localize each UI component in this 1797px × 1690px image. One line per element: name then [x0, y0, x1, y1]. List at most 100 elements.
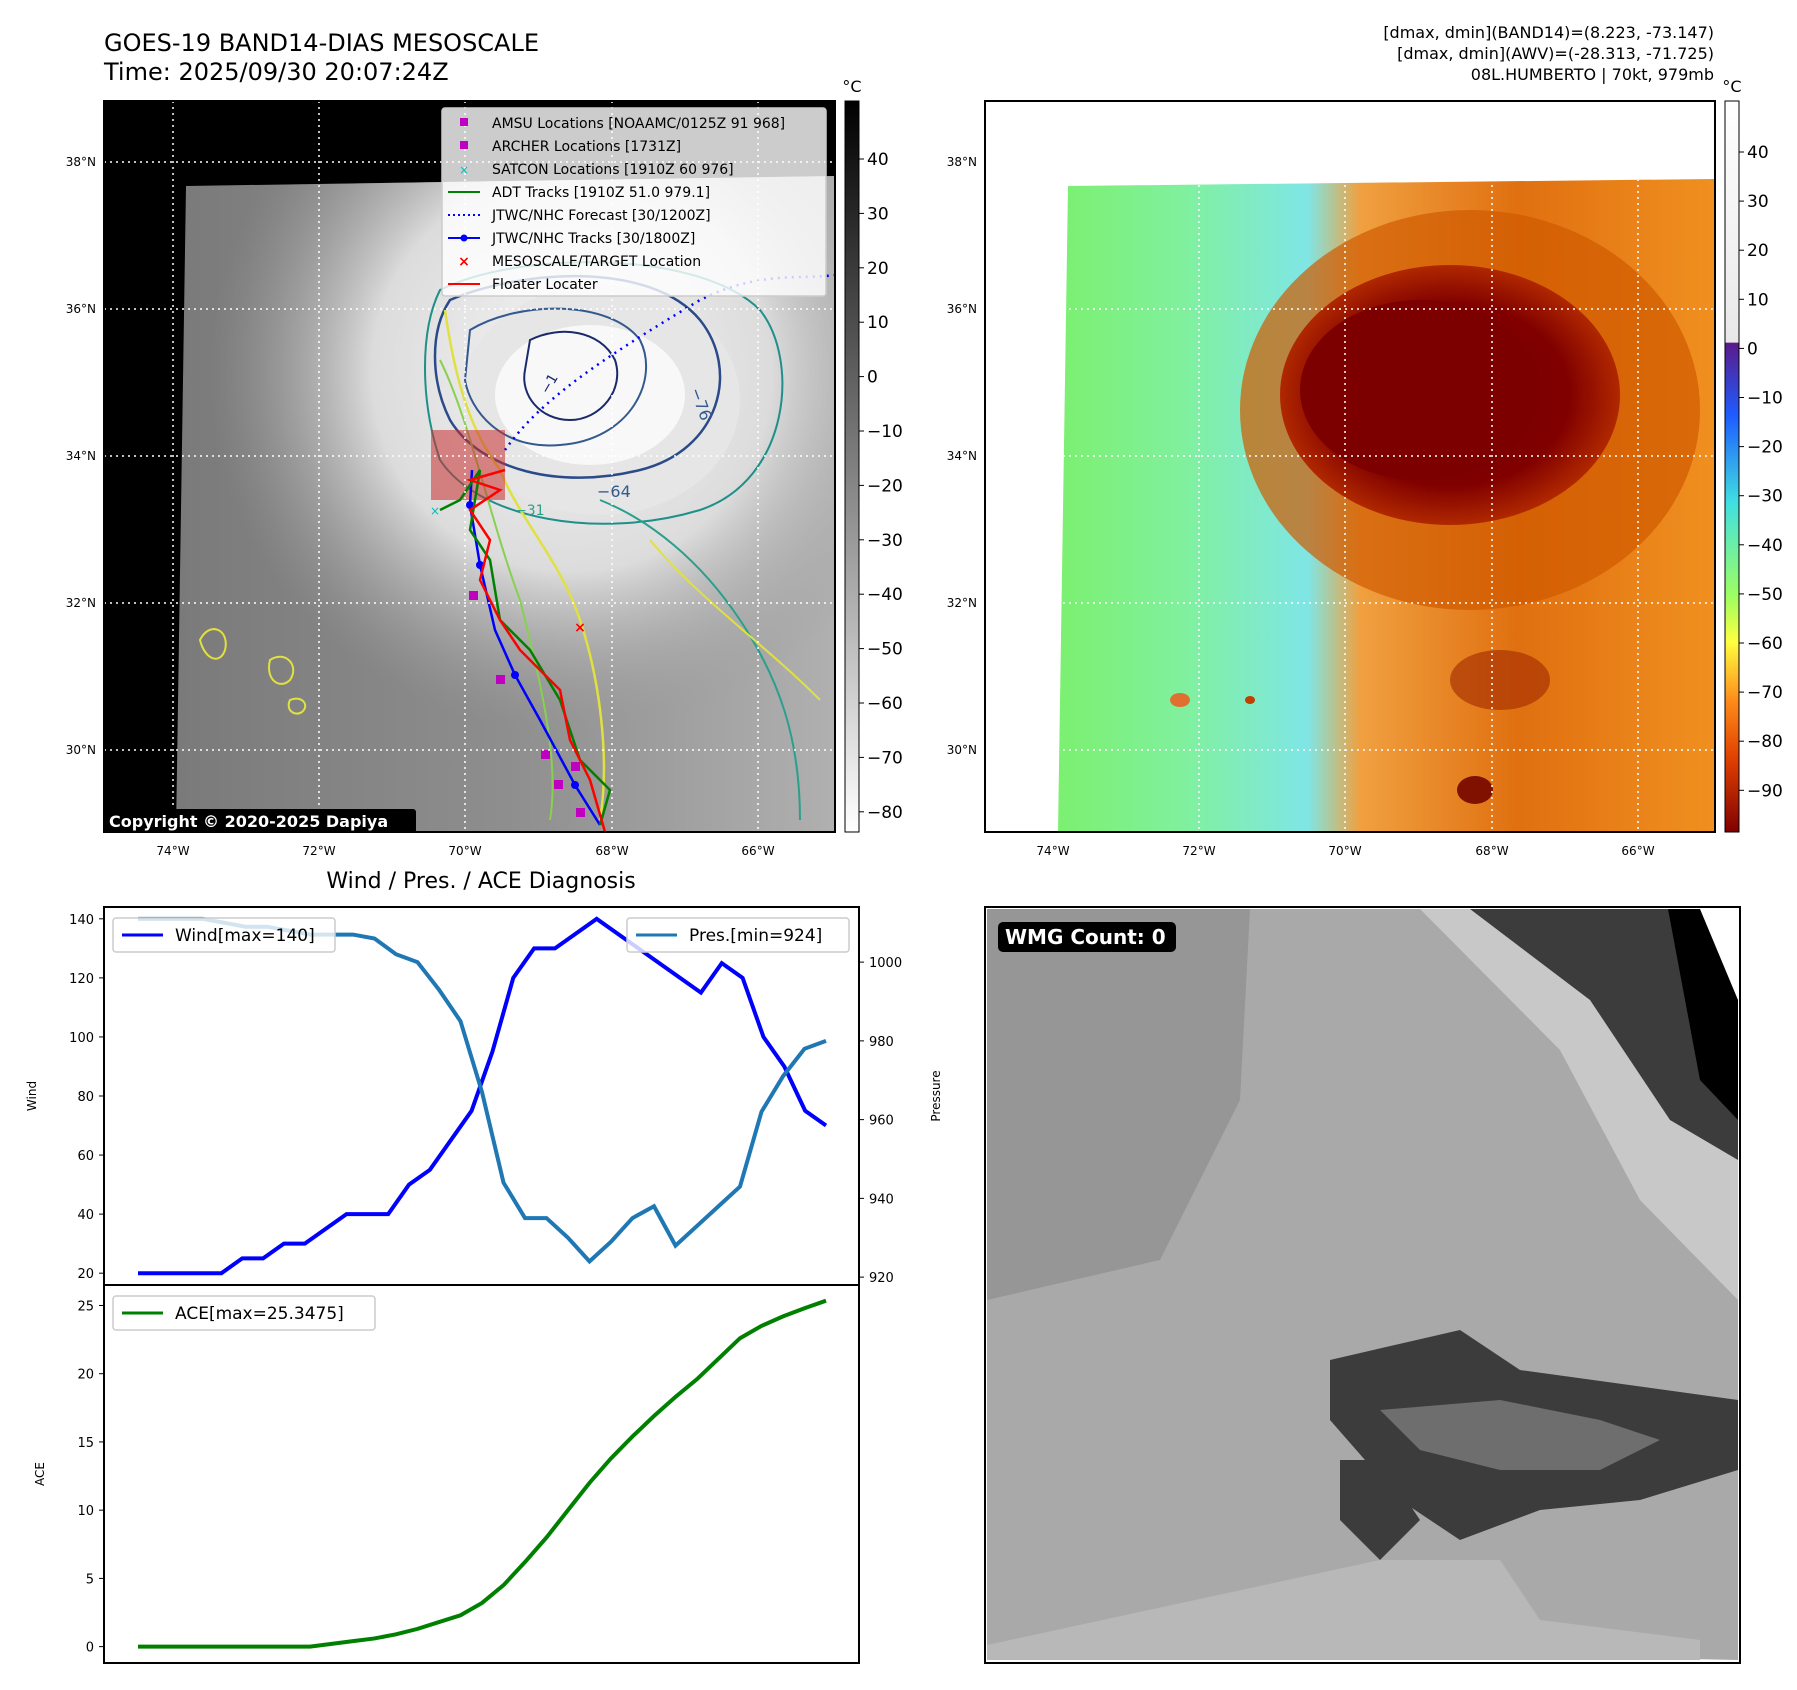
ace-tick-label: 5 — [86, 1572, 94, 1587]
right-colorbar-tick-label: 10 — [1747, 290, 1769, 310]
lon-tick-66-left: 66°W — [741, 844, 774, 858]
lat-tick-38-right: 38°N — [947, 155, 977, 169]
lat-tick-32-right: 32°N — [947, 596, 977, 610]
wind-tick-label: 100 — [69, 1031, 94, 1046]
wmg-panel: WMG Count: 0 — [984, 906, 1741, 1664]
lat-tick-36-right: 36°N — [947, 302, 977, 316]
legend-amsu-label: AMSU Locations [NOAAMC/0125Z 91 968] — [492, 116, 785, 132]
info-line2: [dmax, dmin](AWV)=(-28.313, -71.725) — [1397, 44, 1714, 63]
wind-tick-label: 20 — [77, 1267, 94, 1282]
left-colorbar-tick-label: 0 — [867, 368, 878, 388]
right-colorbar-tick-label: −70 — [1747, 683, 1783, 703]
wind-tick-label: 80 — [77, 1090, 94, 1105]
left-colorbar: °C 40 30 20 10 0 −10 −20 −30 −40 −50 −60 −70 −80 — [842, 77, 903, 833]
lat-tick-38-left: 38°N — [66, 155, 96, 169]
right-colorbar-tick-label: 40 — [1747, 143, 1769, 163]
left-lon-ticks: 74°W 72°W 70°W 68°W 66°W — [156, 844, 774, 858]
right-lat-ticks: 38°N 36°N 34°N 32°N 30°N — [947, 155, 977, 757]
title-line1: GOES-19 BAND14-DIAS MESOSCALE — [104, 29, 539, 57]
legend-floater-label: Floater Locater — [492, 277, 598, 293]
left-colorbar-tick-label: 10 — [867, 313, 889, 333]
legend-forecast-label: JTWC/NHC Forecast [30/1200Z] — [491, 208, 711, 224]
right-colorbar-tick-label: −60 — [1747, 634, 1783, 654]
left-colorbar-tick-label: −60 — [867, 694, 903, 714]
pressure-tick-label: 960 — [869, 1114, 894, 1129]
right-colorbar-tick-label: −50 — [1747, 585, 1783, 605]
ace-tick-label: 0 — [86, 1641, 94, 1656]
lon-tick-70-left: 70°W — [448, 844, 481, 858]
lon-tick-66-right: 66°W — [1621, 844, 1654, 858]
ace-tick-label: 20 — [77, 1368, 94, 1383]
wind-tick-label: 140 — [69, 913, 94, 928]
legend-satcon-marker: × — [459, 163, 469, 177]
ace-axis-label: ACE — [33, 1462, 47, 1486]
right-lon-ticks: 74°W 72°W 70°W 68°W 66°W — [1036, 844, 1654, 858]
right-colorbar-tick-label: 20 — [1747, 241, 1769, 261]
left-colorbar-tick-label: −20 — [867, 476, 903, 496]
lon-tick-74-right: 74°W — [1036, 844, 1069, 858]
ace-tick-label: 25 — [77, 1299, 94, 1314]
legend-archer-label: ARCHER Locations [1731Z] — [492, 139, 681, 155]
left-colorbar-tick-label: −80 — [867, 803, 903, 823]
lon-tick-74-left: 74°W — [156, 844, 189, 858]
legend-mesoscale-label: MESOSCALE/TARGET Location — [492, 254, 701, 270]
left-colorbar-tick-label: 20 — [867, 259, 889, 279]
wind-tick-label: 60 — [77, 1149, 94, 1164]
ace-series-line — [138, 1298, 827, 1649]
lat-tick-34-right: 34°N — [947, 449, 977, 463]
lon-tick-72-right: 72°W — [1182, 844, 1215, 858]
legend-amsu-marker — [460, 118, 468, 126]
legend-mesoscale-marker: × — [458, 254, 470, 270]
lat-tick-36-left: 36°N — [66, 302, 96, 316]
left-colorbar-tick-label: −40 — [867, 585, 903, 605]
lon-tick-68-left: 68°W — [595, 844, 628, 858]
lon-tick-68-right: 68°W — [1475, 844, 1508, 858]
ace-tick-label: 15 — [77, 1436, 94, 1451]
contour-label-3: −31 — [515, 503, 545, 519]
right-colorbar-tick-label: −90 — [1747, 781, 1783, 801]
left-colorbar-tick-label: −10 — [867, 422, 903, 442]
info-line1: [dmax, dmin](BAND14)=(8.223, -73.147) — [1383, 23, 1714, 42]
pressure-tick-label: 920 — [869, 1271, 894, 1286]
right-colorbar: °C 40 30 20 10 0 −10 −20 −30 −40 −50 −60 −70 −80 −90 — [1722, 77, 1783, 833]
ace-legend-label: ACE[max=25.3475] — [175, 1304, 344, 1324]
wmg-count-label: WMG Count: 0 — [1005, 925, 1166, 949]
lat-tick-34-left: 34°N — [66, 449, 96, 463]
left-colorbar-tick-label: −50 — [867, 640, 903, 660]
legend-adt-label: ADT Tracks [1910Z 51.0 979.1] — [492, 185, 710, 201]
legend-archer-marker — [460, 141, 468, 149]
pressure-legend-label: Pres.[min=924] — [689, 926, 822, 946]
left-colorbar-tick-label: −70 — [867, 748, 903, 768]
ace-chart: 0 5 10 15 20 25 ACE ACE[max=25.3475] — [33, 1284, 860, 1664]
pressure-tick-label: 940 — [869, 1192, 894, 1207]
wind-series-line — [138, 916, 828, 1276]
pressure-tick-label: 980 — [869, 1035, 894, 1050]
right-colorbar-tick-label: 30 — [1747, 192, 1769, 212]
wind-axis-label: Wind — [25, 1081, 39, 1111]
lon-tick-70-right: 70°W — [1328, 844, 1361, 858]
right-colorbar-tick-label: −10 — [1747, 389, 1783, 409]
right-colorbar-unit: °C — [1722, 77, 1741, 96]
left-lat-ticks: 38°N 36°N 34°N 32°N 30°N — [66, 155, 96, 757]
left-colorbar-unit: °C — [842, 77, 861, 96]
copyright-text: Copyright © 2020-2025 Dapiya — [109, 812, 388, 831]
wind-tick-label: 120 — [69, 972, 94, 987]
diagnosis-title: Wind / Pres. / ACE Diagnosis — [326, 869, 635, 894]
lat-tick-32-left: 32°N — [66, 596, 96, 610]
right-colorbar-tick-label: −30 — [1747, 487, 1783, 507]
lat-tick-30-left: 30°N — [66, 743, 96, 757]
ace-tick-label: 10 — [77, 1504, 94, 1519]
right-colorbar-tick-label: −80 — [1747, 732, 1783, 752]
legend-tracks-dot — [460, 234, 468, 242]
info-line3: 08L.HUMBERTO | 70kt, 979mb — [1471, 65, 1714, 84]
svg-text:×: × — [574, 620, 586, 636]
enhanced-ir-panel — [984, 100, 1716, 833]
left-colorbar-tick-label: 40 — [867, 150, 889, 170]
svg-text:×: × — [430, 504, 440, 518]
title-line2: Time: 2025/09/30 20:07:24Z — [103, 58, 449, 86]
ir-map-panel: × × −76 −64 −31 −1 — [103, 100, 836, 833]
legend-satcon-label: SATCON Locations [1910Z 60 976] — [492, 162, 734, 178]
wind-tick-label: 40 — [77, 1208, 94, 1223]
